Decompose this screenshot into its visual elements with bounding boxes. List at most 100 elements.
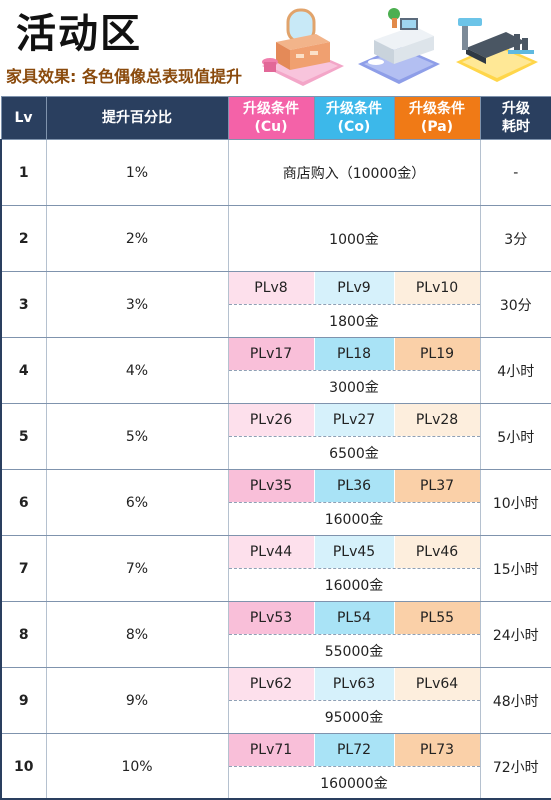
percent-cell: 3% [46,271,229,338]
co-requirement: PL72 [314,734,395,766]
percent-cell: 7% [46,535,229,602]
percent-header: 提升百分比 [45,96,229,140]
vanity-dresser-icon [262,8,344,86]
table-row: 7 7% PLv44 PLv45 PLv46 16000金 15小时 [0,535,551,602]
gold-cost: 6500金 [329,446,379,462]
time-header-line2: 耗时 [502,119,530,135]
pa-header-line2: (Pa) [420,119,454,135]
page-title: 活动区 [16,11,142,57]
table-row: 2 2% 1000金 3分 [0,205,551,272]
table-header-row: Lv 提升百分比 升级条件 (Cu) 升级条件 (Co) 升级条件 (Pa) 升… [0,96,551,140]
table-row: 1 1% 商店购入（10000金） - [0,139,551,206]
cu-requirement: PLv35 [228,470,315,502]
gold-cost: 1800金 [329,314,379,330]
condition-cell: PLv44 PLv45 PLv46 16000金 [228,535,480,602]
furniture-upgrade-table: Lv 提升百分比 升级条件 (Cu) 升级条件 (Co) 升级条件 (Pa) 升… [0,96,551,800]
percent-cell: 5% [46,403,229,470]
pa-requirement: PL37 [394,470,480,502]
co-requirement: PL36 [314,470,395,502]
table-row: 8 8% PLv53 PL54 PL55 55000金 24小时 [0,601,551,668]
co-requirement: PLv63 [314,668,395,700]
time-header-line1: 升级 [502,101,530,117]
condition-cell: PLv71 PL72 PL73 160000金 [228,733,480,800]
level-cell: 3 [0,271,47,338]
gold-cost: 55000金 [324,644,384,660]
gold-cost: 16000金 [324,578,384,594]
percent-cell: 10% [46,733,229,800]
percent-cell: 4% [46,337,229,404]
level-cell: 1 [0,139,47,206]
condition-cell: PLv62 PLv63 PLv64 95000金 [228,667,480,734]
gold-cost: 3000金 [329,380,379,396]
cu-header-line1: 升级条件 [243,101,299,117]
pa-requirement: PLv46 [394,536,480,568]
condition-cell: 商店购入（10000金） [228,139,480,206]
cu-requirement: PLv26 [228,404,315,436]
time-cell: 3分 [479,205,551,272]
percent-cell: 8% [46,601,229,668]
pa-requirement: PL19 [394,338,480,370]
cu-requirement: PLv44 [228,536,315,568]
percent-cell: 2% [46,205,229,272]
level-cell: 2 [0,205,47,272]
table-row: 9 9% PLv62 PLv63 PLv64 95000金 48小时 [0,667,551,734]
time-cell: 48小时 [479,667,551,734]
condition-cell: PLv26 PLv27 PLv28 6500金 [228,403,480,470]
level-cell: 10 [0,733,47,800]
cu-requirement: PLv71 [228,734,315,766]
table-row: 6 6% PLv35 PL36 PL37 16000金 10小时 [0,469,551,536]
time-header: 升级 耗时 [479,96,551,140]
table-bottom-border [0,798,551,800]
gold-cost: 160000金 [320,776,388,792]
pa-requirement: PLv28 [394,404,480,436]
condition-cell: PLv8 PLv9 PLv10 1800金 [228,271,480,338]
treadmill-icon [456,18,538,82]
time-cell: - [479,139,551,206]
time-cell: 10小时 [479,469,551,536]
level-cell: 8 [0,601,47,668]
level-cell: 7 [0,535,47,602]
pa-requirement: PL55 [394,602,480,634]
table-row: 3 3% PLv8 PLv9 PLv10 1800金 30分 [0,271,551,338]
table-row: 10 10% PLv71 PL72 PL73 160000金 72小时 [0,733,551,800]
furniture-effect-text: 家具效果: 各色偶像总表现值提升 [6,67,242,86]
lv-header: Lv [0,96,47,140]
gold-cost: 16000金 [324,512,384,528]
cu-condition-header: 升级条件 (Cu) [227,96,315,140]
co-header-line2: (Co) [337,119,371,135]
level-cell: 6 [0,469,47,536]
co-requirement: PLv27 [314,404,395,436]
table-row: 4 4% PLv17 PL18 PL19 3000金 4小时 [0,337,551,404]
gold-cost: 95000金 [324,710,384,726]
pa-header-line1: 升级条件 [409,101,465,117]
co-requirement: PL54 [314,602,395,634]
time-cell: 5小时 [479,403,551,470]
pa-requirement: PLv64 [394,668,480,700]
time-cell: 4小时 [479,337,551,404]
pa-requirement: PL73 [394,734,480,766]
study-desk-icon [358,8,440,84]
cu-requirement: PLv8 [228,272,315,304]
time-cell: 24小时 [479,601,551,668]
pa-requirement: PLv10 [394,272,480,304]
time-cell: 15小时 [479,535,551,602]
condition-cell: PLv53 PL54 PL55 55000金 [228,601,480,668]
table-row: 5 5% PLv26 PLv27 PLv28 6500金 5小时 [0,403,551,470]
co-condition-header: 升级条件 (Co) [313,96,395,140]
co-requirement: PLv9 [314,272,395,304]
cu-requirement: PLv53 [228,602,315,634]
condition-cell: PLv35 PL36 PL37 16000金 [228,469,480,536]
time-cell: 72小时 [479,733,551,800]
level-cell: 9 [0,667,47,734]
time-cell: 30分 [479,271,551,338]
pa-condition-header: 升级条件 (Pa) [393,96,481,140]
cu-header-line2: (Cu) [254,119,288,135]
percent-cell: 9% [46,667,229,734]
co-requirement: PLv45 [314,536,395,568]
level-cell: 4 [0,337,47,404]
level-cell: 5 [0,403,47,470]
condition-cell: PLv17 PL18 PL19 3000金 [228,337,480,404]
percent-cell: 6% [46,469,229,536]
page-header: 活动区 家具效果: 各色偶像总表现值提升 [0,0,551,96]
cu-requirement: PLv17 [228,338,315,370]
